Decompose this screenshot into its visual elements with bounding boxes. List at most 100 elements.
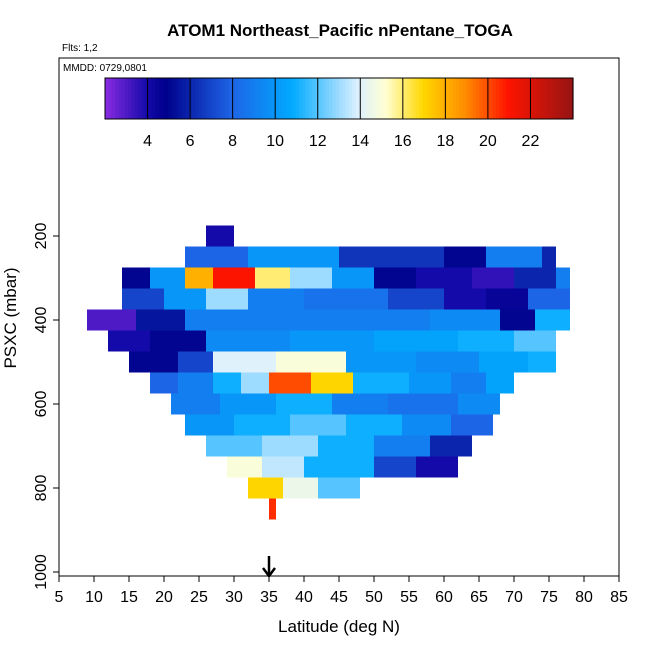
colorbar-swatch: [415, 78, 420, 119]
heatmap-cell: [339, 246, 444, 268]
heatmap-cell: [479, 351, 528, 373]
colorbar-swatch: [549, 78, 554, 119]
heatmap-cell: [185, 246, 248, 268]
heatmap-cell: [213, 372, 241, 394]
colorbar-swatch: [282, 78, 287, 119]
heatmap-cell: [178, 351, 213, 373]
heatmap-cell: [206, 435, 262, 457]
heatmap-cell: [276, 351, 346, 373]
colorbar-swatch: [482, 78, 487, 119]
y-axis-label: PSXC (mbar): [1, 267, 20, 368]
colorbar-swatch: [285, 78, 290, 119]
heatmap-cell: [290, 267, 332, 289]
x-tick-label: 75: [540, 589, 558, 606]
colorbar-swatch: [536, 78, 541, 119]
heatmap-cell: [430, 435, 472, 457]
heatmap-cell: [220, 393, 276, 415]
colorbar-swatch: [191, 78, 196, 119]
colorbar-swatch: [552, 78, 557, 119]
heatmap-cells: [87, 225, 570, 520]
colorbar-swatch: [569, 78, 574, 119]
colorbar-swatch: [275, 78, 280, 119]
colorbar-swatch: [148, 78, 153, 119]
heatmap-cell: [262, 435, 318, 457]
heatmap-cell: [150, 372, 178, 394]
heatmap-cell: [451, 372, 486, 394]
colorbar-swatch: [201, 78, 206, 119]
heatmap-cell: [248, 288, 304, 310]
colorbar-swatch: [295, 78, 300, 119]
colorbar-swatch: [118, 78, 123, 119]
x-tick-label: 10: [85, 589, 103, 606]
colorbar-swatch: [238, 78, 243, 119]
y-tick-label: 400: [33, 307, 50, 334]
colorbar-tick-label: 16: [394, 133, 412, 150]
colorbar-swatch: [439, 78, 444, 119]
colorbar-tick-label: 20: [479, 133, 497, 150]
x-tick-label: 5: [55, 589, 64, 606]
y-axis: 200 400 600 800 1000: [33, 223, 60, 590]
colorbar-swatch: [352, 78, 357, 119]
colorbar-swatch: [245, 78, 250, 119]
colorbar-swatch: [375, 78, 380, 119]
colorbar-swatch: [519, 78, 524, 119]
heatmap-cell: [353, 372, 409, 394]
heatmap-cell: [451, 414, 493, 436]
colorbar-swatch: [302, 78, 307, 119]
marker-head: [262, 567, 276, 579]
colorbar-swatch: [158, 78, 163, 119]
heatmap-cell: [213, 351, 276, 373]
colorbar-swatch: [165, 78, 170, 119]
heatmap-cell: [430, 309, 500, 331]
colorbar-swatch: [288, 78, 293, 119]
colorbar-tick-label: 12: [309, 133, 327, 150]
colorbar-swatch: [298, 78, 303, 119]
colorbar-swatch: [328, 78, 333, 119]
heatmap-cell: [255, 267, 290, 289]
heatmap-cell: [290, 414, 346, 436]
colorbar-swatch: [392, 78, 397, 119]
colorbar-swatch: [248, 78, 253, 119]
heatmap-cell: [542, 246, 556, 268]
colorbar-swatch: [135, 78, 140, 119]
colorbar-swatch: [128, 78, 133, 119]
colorbar-swatch: [355, 78, 360, 119]
heatmap-cell: [318, 477, 360, 499]
heatmap-cell: [311, 372, 353, 394]
colorbar-swatch: [522, 78, 527, 119]
heatmap-cell: [185, 267, 213, 289]
colorbar-tick-label: 18: [436, 133, 454, 150]
colorbar-swatch: [449, 78, 454, 119]
colorbar-ticks: 4 6 8 10 12 14 16 18 20 22: [143, 78, 539, 150]
heatmap-cell: [416, 267, 472, 289]
colorbar-swatch: [335, 78, 340, 119]
colorbar-swatch: [546, 78, 551, 119]
heatmap-cell: [178, 372, 213, 394]
y-tick-label: 200: [33, 223, 50, 250]
heatmap-cell: [290, 330, 374, 352]
heatmap-cell: [486, 288, 528, 310]
colorbar-swatch: [131, 78, 136, 119]
colorbar-swatch: [409, 78, 414, 119]
heatmap-cell: [185, 414, 234, 436]
colorbar-swatch: [349, 78, 353, 119]
colorbar-swatch: [529, 78, 534, 119]
heatmap-cell: [213, 267, 255, 289]
colorbar-swatch: [121, 78, 126, 119]
colorbar-swatch: [268, 78, 273, 119]
colorbar-swatch: [559, 78, 564, 119]
colorbar-swatch: [185, 78, 190, 119]
heatmap-cell: [227, 456, 262, 478]
heatmap-cell: [269, 498, 276, 520]
heatmap-cell: [185, 309, 430, 331]
colorbar-swatch: [389, 78, 394, 119]
heatmap-cell: [122, 288, 164, 310]
colorbar-swatch: [532, 78, 537, 119]
heatmap-cell: [136, 309, 185, 331]
heatmap-cell: [458, 330, 514, 352]
heatmap-cell: [122, 267, 150, 289]
colorbar-swatch: [442, 78, 447, 119]
colorbar-tick-label: 4: [143, 133, 152, 150]
heatmap-cell: [283, 477, 318, 499]
heatmap-cell: [500, 309, 535, 331]
